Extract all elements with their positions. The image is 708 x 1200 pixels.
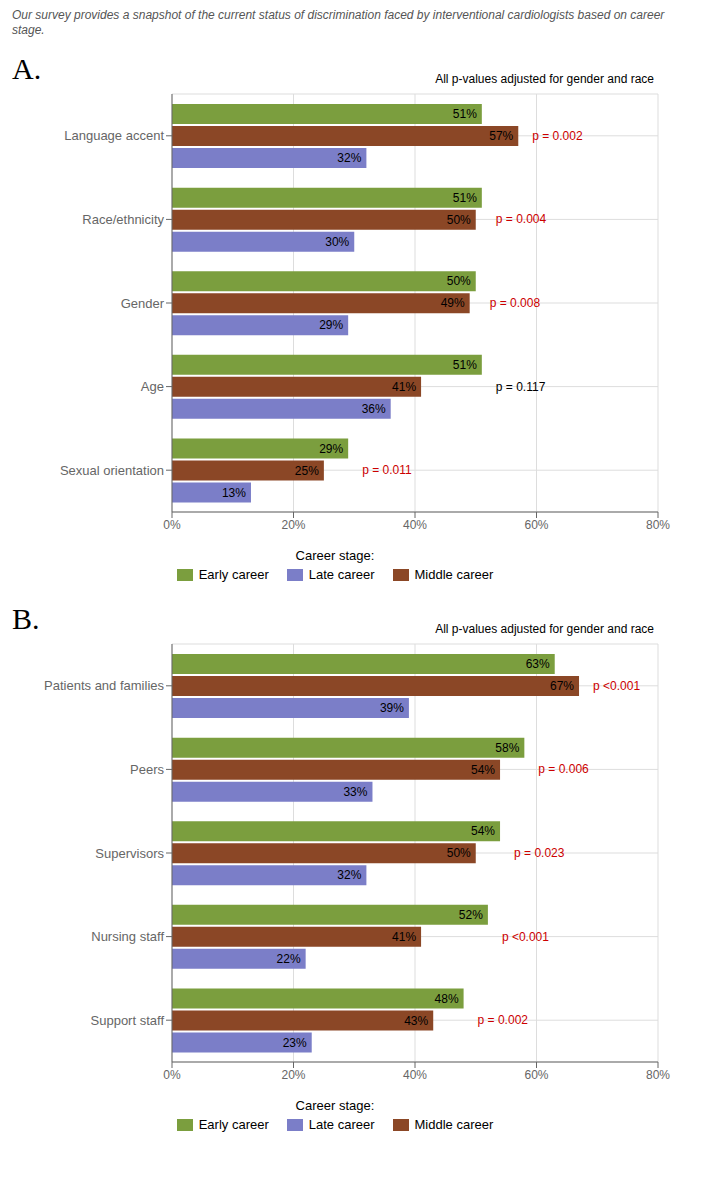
html-text:Late career: Late career [308,1117,375,1132]
html-text:Late career: Late career [308,567,375,582]
svg-text:33%: 33% [343,785,367,799]
html-text:Career stage:: Career stage: [295,1098,375,1113]
svg-text:Race/ethnicity: Race/ethnicity [82,212,164,227]
svg-text:22%: 22% [277,952,301,966]
html-text:B.: B. [12,602,40,635]
svg-text:23%: 23% [283,1036,307,1050]
svg-text:29%: 29% [319,318,343,332]
svg-text:Language accent: Language accent [64,128,164,143]
svg-text:p = 0.117: p = 0.117 [496,380,546,394]
svg-text:p = 0.011: p = 0.011 [362,463,412,477]
svg-text:Supervisors: Supervisors [95,846,164,861]
svg-text:Gender: Gender [121,296,165,311]
svg-text:p = 0.006: p = 0.006 [538,762,589,776]
svg-text:p = 0.023: p = 0.023 [514,846,565,860]
svg-text:20%: 20% [281,1068,305,1082]
svg-text:0%: 0% [163,1068,181,1082]
svg-text:63%: 63% [526,657,550,671]
svg-text:48%: 48% [435,992,459,1006]
html-text:Middle career: Middle career [414,1117,494,1132]
svg-text:36%: 36% [362,402,386,416]
svg-text:52%: 52% [459,908,483,922]
svg-text:58%: 58% [495,741,519,755]
html-text:Early career: Early career [198,1117,269,1132]
html-text:Career stage:: Career stage: [295,548,375,563]
svg-text:50%: 50% [447,213,471,227]
svg-text:54%: 54% [471,824,495,838]
svg-text:60%: 60% [524,518,548,532]
svg-text:30%: 30% [325,235,349,249]
svg-text:40%: 40% [403,518,427,532]
svg-text:51%: 51% [453,107,477,121]
svg-text:32%: 32% [337,151,361,165]
svg-text:Nursing staff: Nursing staff [91,929,164,944]
svg-text:Age: Age [141,379,164,394]
html-text:All p-values adjusted for gend: All p-values adjusted for gender and rac… [435,72,654,86]
svg-text:41%: 41% [392,930,416,944]
svg-text:54%: 54% [471,763,495,777]
svg-text:p = 0.008: p = 0.008 [490,296,541,310]
svg-text:80%: 80% [646,518,670,532]
svg-text:41%: 41% [392,380,416,394]
svg-text:51%: 51% [453,358,477,372]
svg-text:Patients and families: Patients and families [44,678,164,693]
svg-text:Support staff: Support staff [91,1013,165,1028]
svg-text:40%: 40% [403,1068,427,1082]
svg-text:13%: 13% [222,486,246,500]
html-text:Early career: Early career [198,567,269,582]
svg-text:p = 0.002: p = 0.002 [478,1013,529,1027]
svg-text:51%: 51% [453,191,477,205]
svg-text:20%: 20% [281,518,305,532]
svg-text:49%: 49% [441,296,465,310]
svg-text:29%: 29% [319,442,343,456]
html-text:Middle career: Middle career [414,567,494,582]
svg-text:32%: 32% [337,868,361,882]
svg-text:p <0.001: p <0.001 [502,930,549,944]
svg-text:39%: 39% [380,701,404,715]
svg-text:25%: 25% [295,464,319,478]
svg-text:Peers: Peers [130,762,164,777]
svg-text:p = 0.002: p = 0.002 [532,129,583,143]
svg-text:60%: 60% [524,1068,548,1082]
html-text:All p-values adjusted for gend: All p-values adjusted for gender and rac… [435,622,654,636]
svg-text:p = 0.004: p = 0.004 [496,212,547,226]
svg-text:p <0.001: p <0.001 [593,679,640,693]
html-text:Our survey provides a snapshot: Our survey provides a snapshot of the cu… [12,8,665,37]
svg-text:57%: 57% [489,129,513,143]
svg-text:0%: 0% [163,518,181,532]
svg-text:50%: 50% [447,274,471,288]
svg-text:Sexual orientation: Sexual orientation [60,463,164,478]
html-text:A.: A. [12,52,42,85]
svg-text:43%: 43% [404,1014,428,1028]
svg-text:80%: 80% [646,1068,670,1082]
svg-text:67%: 67% [550,679,574,693]
svg-text:50%: 50% [447,846,471,860]
